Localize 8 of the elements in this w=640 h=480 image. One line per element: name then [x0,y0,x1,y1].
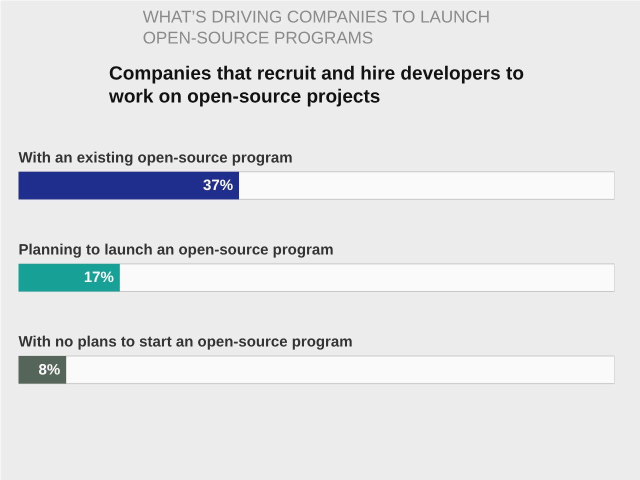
data-label: 8% [38,361,60,378]
data-label: 37% [203,177,234,194]
chart-title: WHAT’S DRIVING COMPANIES TO LAUNCH OPEN-SOURCE PROGRAMS [142,8,490,48]
y-tick-label: With no plans to start an open-source program [18,334,353,351]
y-tick-label: With an existing open-source program [18,149,293,166]
y-tick-label: Planning to launch an open-source program [18,242,334,259]
chart-subtitle: Companies that recruit and hire developers to work on open-source projects [108,63,524,108]
data-label: 17% [84,269,114,286]
